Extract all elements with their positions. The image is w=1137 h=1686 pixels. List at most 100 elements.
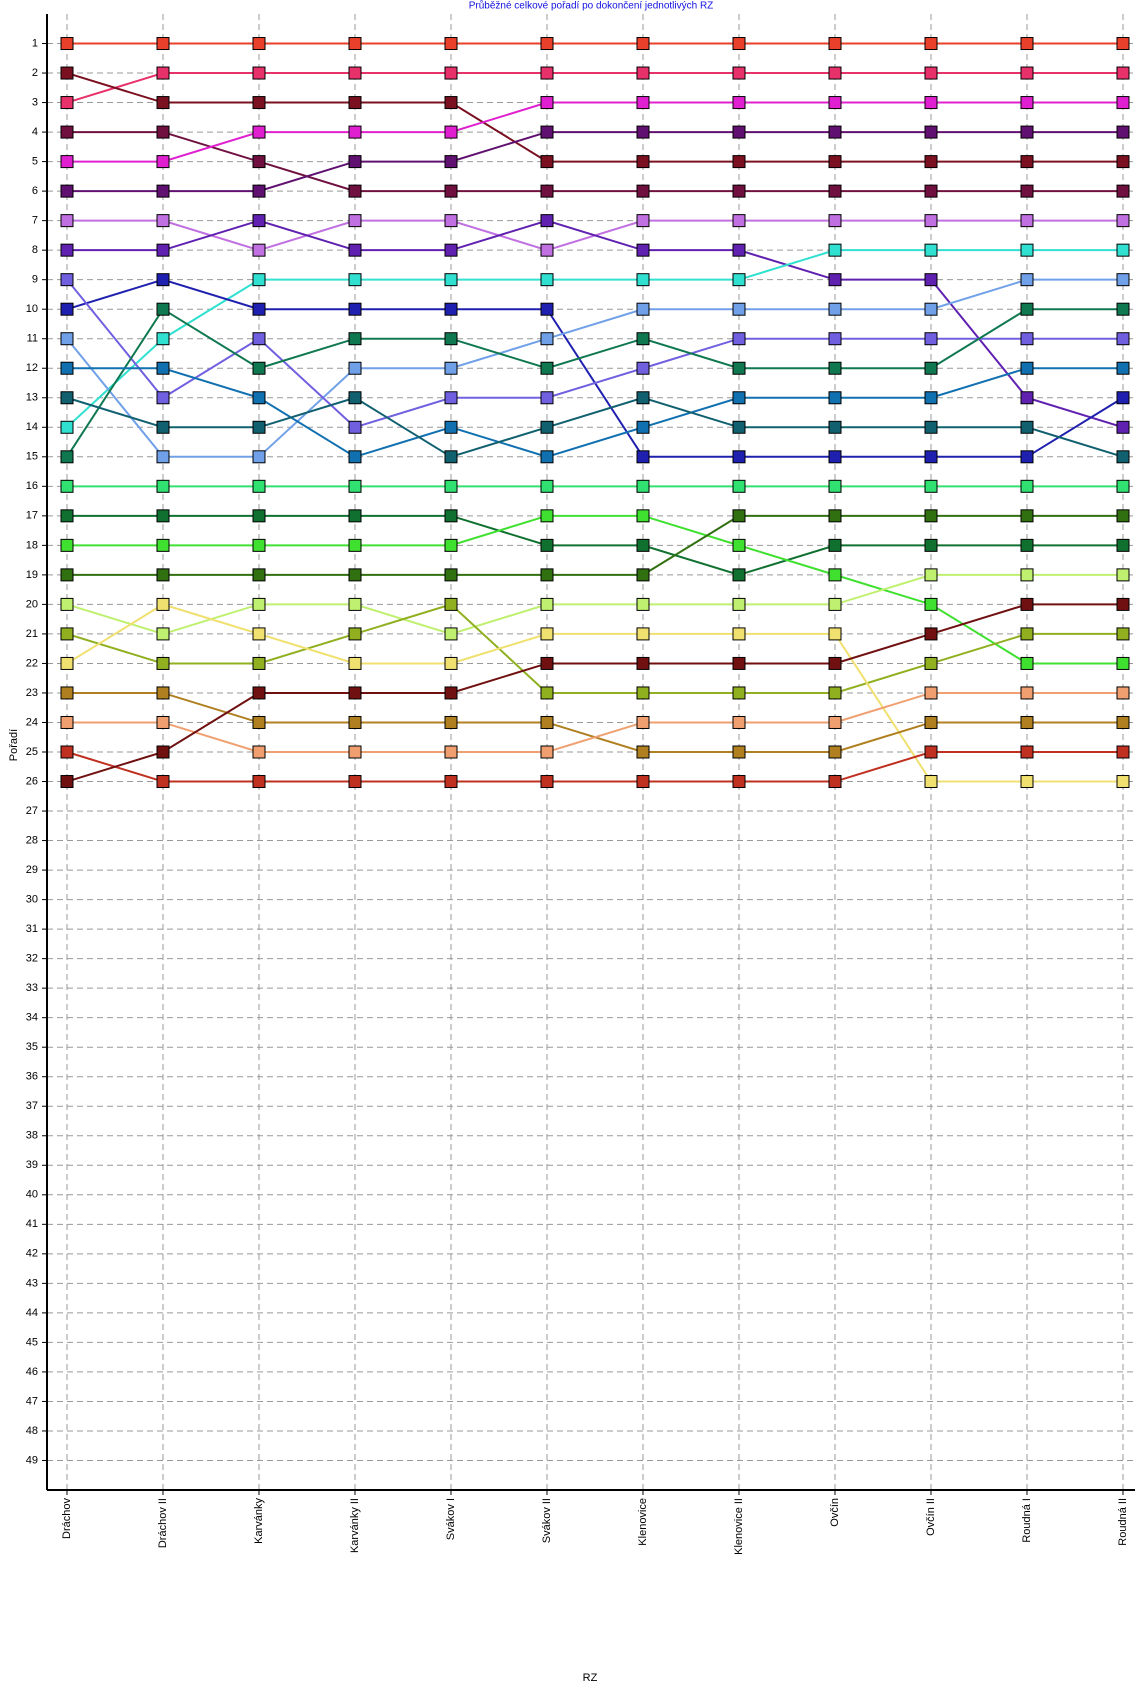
marker: [60, 627, 74, 641]
marker: [1020, 627, 1034, 641]
marker: [540, 479, 554, 493]
marker: [924, 627, 938, 641]
marker: [828, 332, 842, 346]
marker: [252, 96, 266, 110]
chart-title: Průběžné celkové pořadí po dokončení jed…: [469, 0, 714, 12]
marker: [156, 155, 170, 169]
marker: [540, 597, 554, 611]
series-line: [67, 131, 1123, 193]
marker: [1116, 568, 1130, 582]
y-tick-label: 16: [26, 480, 38, 492]
marker: [60, 332, 74, 346]
marker: [444, 745, 458, 759]
marker: [540, 184, 554, 198]
marker: [540, 745, 554, 759]
marker: [348, 775, 362, 789]
marker: [1020, 302, 1034, 316]
marker: [1020, 66, 1034, 80]
marker: [540, 656, 554, 670]
y-tick-label: 10: [26, 303, 38, 315]
marker: [924, 420, 938, 434]
marker: [1020, 775, 1034, 789]
marker: [828, 37, 842, 51]
y-tick-label: 20: [26, 598, 38, 610]
marker: [732, 302, 746, 316]
marker: [348, 361, 362, 375]
marker: [348, 125, 362, 139]
marker: [1020, 479, 1034, 493]
marker: [636, 775, 650, 789]
marker: [540, 37, 554, 51]
marker: [1020, 184, 1034, 198]
marker: [732, 243, 746, 257]
marker: [60, 538, 74, 552]
y-tick-label: 31: [26, 923, 38, 935]
marker: [924, 37, 938, 51]
marker: [1020, 96, 1034, 110]
marker: [1116, 155, 1130, 169]
marker: [60, 184, 74, 198]
marker: [1020, 715, 1034, 729]
marker: [828, 96, 842, 110]
marker: [252, 361, 266, 375]
x-tick-label: Klenovice II: [733, 1498, 745, 1555]
marker: [924, 96, 938, 110]
marker: [540, 243, 554, 257]
marker: [60, 509, 74, 523]
y-tick-label: 29: [26, 864, 38, 876]
x-tick-label: Roudná I: [1021, 1498, 1033, 1543]
marker: [1116, 420, 1130, 434]
marker: [60, 420, 74, 434]
x-tick-label: Svákov II: [541, 1498, 553, 1543]
marker: [732, 66, 746, 80]
marker: [1020, 273, 1034, 287]
marker: [1116, 37, 1130, 51]
marker: [636, 155, 650, 169]
marker: [924, 509, 938, 523]
marker: [540, 302, 554, 316]
marker: [828, 361, 842, 375]
marker: [828, 627, 842, 641]
marker: [636, 656, 650, 670]
marker: [924, 656, 938, 670]
y-tick-label: 25: [26, 746, 38, 758]
marker: [1020, 391, 1034, 405]
marker: [348, 686, 362, 700]
marker: [828, 243, 842, 257]
series-line: [67, 514, 1123, 576]
marker: [1020, 568, 1034, 582]
marker: [348, 214, 362, 228]
y-tick-label: 4: [32, 126, 38, 138]
marker: [252, 745, 266, 759]
marker: [828, 775, 842, 789]
series-line: [66, 72, 1123, 104]
marker: [924, 361, 938, 375]
marker: [60, 214, 74, 228]
marker: [156, 775, 170, 789]
marker: [828, 450, 842, 464]
marker: [1116, 627, 1130, 641]
y-tick-label: 49: [26, 1454, 38, 1466]
marker: [1020, 332, 1034, 346]
marker: [732, 568, 746, 582]
marker: [1020, 37, 1034, 51]
marker: [252, 597, 266, 611]
marker: [924, 538, 938, 552]
marker: [348, 420, 362, 434]
marker: [636, 745, 650, 759]
marker: [540, 450, 554, 464]
series-line: [67, 101, 1123, 163]
marker: [732, 391, 746, 405]
marker: [444, 597, 458, 611]
marker: [636, 332, 650, 346]
marker: [252, 155, 266, 169]
marker: [1116, 597, 1130, 611]
y-tick-label: 27: [26, 805, 38, 817]
y-tick-label: 33: [26, 982, 38, 994]
y-tick-label: 41: [26, 1218, 38, 1230]
marker: [732, 155, 746, 169]
marker: [156, 214, 170, 228]
marker: [636, 538, 650, 552]
marker: [540, 686, 554, 700]
